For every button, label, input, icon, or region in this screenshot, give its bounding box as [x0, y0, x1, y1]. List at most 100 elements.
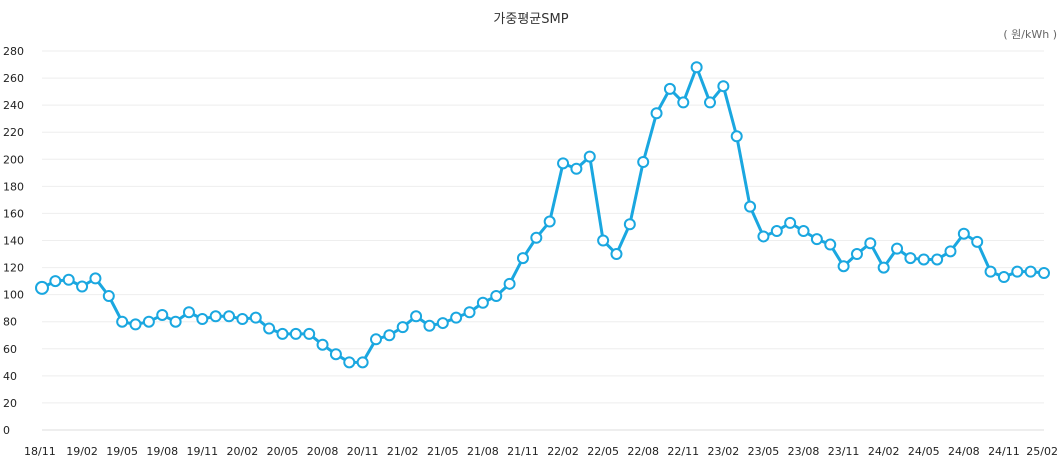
- data-point[interactable]: [677, 96, 690, 109]
- data-point[interactable]: [904, 252, 917, 265]
- data-point[interactable]: [410, 310, 423, 323]
- data-point[interactable]: [1011, 265, 1024, 278]
- y-tick-label: 120: [3, 262, 24, 275]
- data-point[interactable]: [289, 327, 302, 340]
- data-point[interactable]: [957, 227, 970, 240]
- y-tick-label: 260: [3, 72, 24, 85]
- data-point[interactable]: [690, 61, 703, 74]
- x-tick-label: 18/11: [24, 445, 56, 458]
- data-point[interactable]: [396, 321, 409, 334]
- data-point[interactable]: [837, 260, 850, 273]
- y-tick-label: 80: [3, 316, 17, 329]
- data-point[interactable]: [997, 271, 1010, 284]
- data-point[interactable]: [824, 238, 837, 251]
- data-point[interactable]: [450, 311, 463, 324]
- data-markers: [35, 61, 1050, 369]
- x-tick-label: 24/08: [948, 445, 980, 458]
- data-point[interactable]: [35, 280, 49, 295]
- x-tick-label: 19/11: [186, 445, 218, 458]
- data-point[interactable]: [49, 275, 62, 288]
- data-point[interactable]: [236, 313, 249, 326]
- data-point[interactable]: [570, 162, 583, 175]
- data-point[interactable]: [784, 216, 797, 229]
- data-point[interactable]: [730, 130, 743, 143]
- data-point[interactable]: [102, 289, 115, 302]
- data-point[interactable]: [303, 327, 316, 340]
- data-point[interactable]: [142, 315, 155, 328]
- data-point[interactable]: [610, 248, 623, 261]
- data-point[interactable]: [516, 252, 529, 265]
- data-point[interactable]: [891, 242, 904, 255]
- data-point[interactable]: [917, 253, 930, 266]
- data-point[interactable]: [182, 306, 195, 319]
- data-point[interactable]: [156, 308, 169, 321]
- data-point[interactable]: [129, 318, 142, 331]
- data-point[interactable]: [463, 306, 476, 319]
- x-tick-label: 23/05: [748, 445, 780, 458]
- data-point[interactable]: [116, 315, 129, 328]
- x-tick-label: 21/02: [387, 445, 419, 458]
- data-point[interactable]: [89, 272, 102, 285]
- data-point[interactable]: [757, 230, 770, 243]
- x-tick-label: 21/08: [467, 445, 499, 458]
- data-point[interactable]: [717, 80, 730, 93]
- x-tick-label: 20/05: [267, 445, 299, 458]
- data-point[interactable]: [530, 231, 543, 244]
- data-point[interactable]: [984, 265, 997, 278]
- data-point[interactable]: [76, 280, 89, 293]
- data-point[interactable]: [1024, 265, 1037, 278]
- data-point[interactable]: [436, 317, 449, 330]
- unit-label: ( 원/kWh ): [1003, 28, 1057, 41]
- data-point[interactable]: [62, 273, 75, 286]
- data-point[interactable]: [223, 310, 236, 323]
- data-point[interactable]: [810, 233, 823, 246]
- series-line: [41, 65, 1045, 364]
- data-point[interactable]: [597, 234, 610, 247]
- data-point[interactable]: [557, 157, 570, 170]
- data-point[interactable]: [650, 107, 663, 120]
- data-point[interactable]: [476, 296, 489, 309]
- data-point[interactable]: [663, 82, 676, 95]
- data-point[interactable]: [490, 289, 503, 302]
- data-point[interactable]: [356, 356, 369, 369]
- data-point[interactable]: [543, 215, 556, 228]
- data-point[interactable]: [931, 253, 944, 266]
- x-tick-label: 23/08: [788, 445, 820, 458]
- data-point[interactable]: [503, 277, 516, 290]
- data-point[interactable]: [249, 311, 262, 324]
- data-point[interactable]: [944, 245, 957, 258]
- x-tick-label: 21/11: [507, 445, 539, 458]
- data-point[interactable]: [263, 322, 276, 335]
- x-tick-label: 22/02: [547, 445, 579, 458]
- data-point[interactable]: [370, 333, 382, 346]
- data-point[interactable]: [971, 235, 984, 248]
- y-tick-label: 60: [3, 343, 17, 356]
- data-point[interactable]: [169, 315, 182, 328]
- data-point[interactable]: [770, 225, 783, 238]
- data-point[interactable]: [864, 237, 877, 250]
- data-point[interactable]: [316, 338, 329, 351]
- data-point[interactable]: [623, 218, 636, 231]
- data-point[interactable]: [744, 200, 757, 213]
- data-point[interactable]: [276, 327, 289, 340]
- data-point[interactable]: [383, 329, 396, 342]
- y-tick-label: 180: [3, 180, 24, 193]
- data-point[interactable]: [423, 319, 436, 332]
- data-point[interactable]: [637, 155, 650, 168]
- data-point[interactable]: [329, 348, 342, 361]
- data-point[interactable]: [583, 150, 596, 163]
- data-point[interactable]: [209, 310, 222, 323]
- y-tick-label: 140: [3, 235, 24, 248]
- data-point[interactable]: [196, 313, 209, 326]
- chart-title: 가중평균SMP: [493, 12, 568, 27]
- data-point[interactable]: [877, 261, 890, 274]
- x-tick-label: 24/11: [988, 445, 1020, 458]
- data-point[interactable]: [343, 356, 356, 369]
- data-point[interactable]: [850, 248, 863, 261]
- grid-lines: [42, 50, 1044, 431]
- data-point[interactable]: [797, 225, 810, 238]
- y-tick-label: 0: [3, 424, 10, 437]
- data-point[interactable]: [704, 96, 716, 109]
- data-point[interactable]: [1038, 266, 1050, 279]
